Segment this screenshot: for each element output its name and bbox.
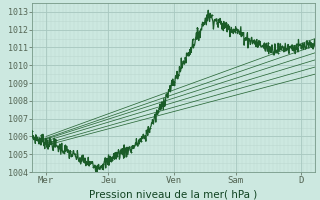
- X-axis label: Pression niveau de la mer( hPa ): Pression niveau de la mer( hPa ): [89, 189, 258, 199]
